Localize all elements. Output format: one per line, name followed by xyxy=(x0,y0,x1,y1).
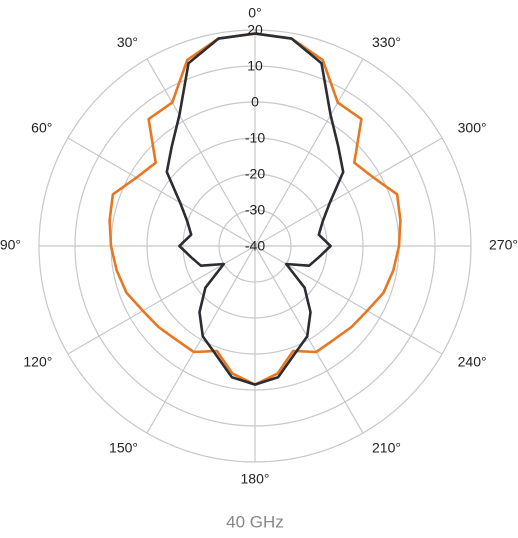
series-line xyxy=(165,32,345,386)
plot-area xyxy=(108,32,402,386)
angle-label: 180° xyxy=(241,471,270,487)
angle-label: 270° xyxy=(489,237,518,253)
angle-label: 150° xyxy=(109,439,138,455)
grid-spoke xyxy=(254,58,364,247)
angle-label: 240° xyxy=(458,354,487,370)
grid-spoke xyxy=(146,245,256,434)
grid-spoke xyxy=(146,58,256,247)
r-tick-label: -40 xyxy=(245,238,265,254)
r-tick-label: 0 xyxy=(251,94,259,110)
angle-label: 90° xyxy=(0,237,21,253)
angle-label: 120° xyxy=(23,354,52,370)
angle-label: 300° xyxy=(458,120,487,136)
grid-spoke xyxy=(254,137,443,247)
r-tick-label: -20 xyxy=(245,166,265,182)
angle-label: 330° xyxy=(372,34,401,50)
r-tick-label: -30 xyxy=(245,202,265,218)
chart-title: 40 GHz xyxy=(226,512,284,531)
r-tick-label: -10 xyxy=(245,130,265,146)
angle-label: 210° xyxy=(372,439,401,455)
grid-spoke xyxy=(67,245,256,355)
grid-spoke xyxy=(67,137,256,247)
r-tick-label: 20 xyxy=(247,22,263,38)
labels: 0° 30° 60° 90° 120° 150° 180° 210° 240° 270° 300° 3… xyxy=(0,5,518,487)
grid-spoke xyxy=(254,245,443,355)
angle-label: 30° xyxy=(117,34,138,50)
angle-label: 60° xyxy=(31,120,52,136)
r-tick-label: 10 xyxy=(247,58,263,74)
grid-spoke xyxy=(254,245,364,434)
angle-label: 0° xyxy=(248,5,261,21)
